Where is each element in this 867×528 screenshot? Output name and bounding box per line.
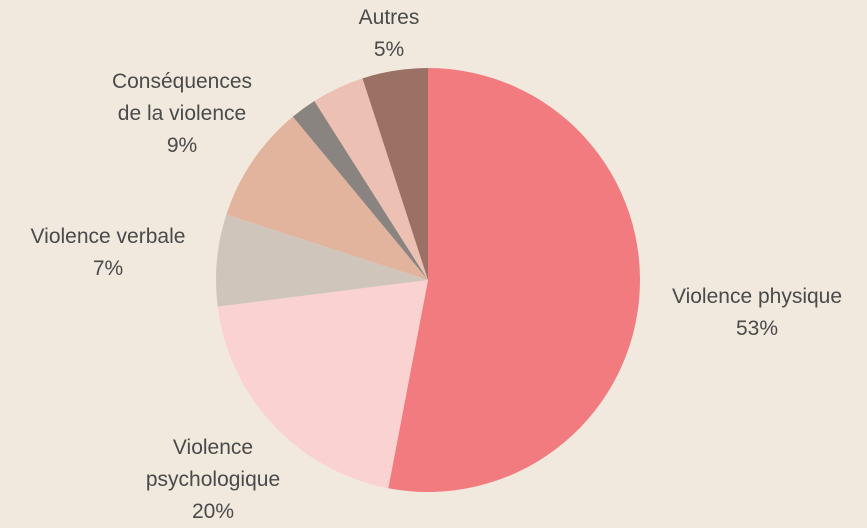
category-name: Violence psychologique bbox=[145, 436, 281, 491]
pie-slice bbox=[292, 101, 428, 281]
category-name: Conséquences de la violence bbox=[111, 70, 253, 125]
percent-label: 53% bbox=[735, 317, 779, 340]
percent-label: 7% bbox=[92, 257, 124, 280]
percent-label: 9% bbox=[166, 134, 198, 157]
category-name: Autres bbox=[358, 6, 420, 29]
pie-slice bbox=[217, 280, 428, 489]
pie-slice bbox=[226, 116, 428, 281]
percent-label: 20% bbox=[191, 500, 235, 523]
pie-slice bbox=[314, 78, 428, 280]
pie-slice bbox=[362, 68, 428, 280]
pie-slice bbox=[388, 68, 640, 493]
pie-slice bbox=[215, 214, 428, 307]
percent-label: 5% bbox=[373, 38, 405, 61]
category-name: Violence physique bbox=[671, 285, 843, 308]
slice-label: Violence physique 53% bbox=[627, 281, 867, 345]
category-name: Violence verbale bbox=[30, 225, 186, 248]
slice-label: Violence verbale 7% bbox=[0, 221, 238, 285]
slice-label: Conséquences de la violence 9% bbox=[107, 66, 257, 162]
slice-label: Violence psychologique 20% bbox=[133, 432, 293, 528]
slice-label: Autres 5% bbox=[289, 2, 489, 66]
